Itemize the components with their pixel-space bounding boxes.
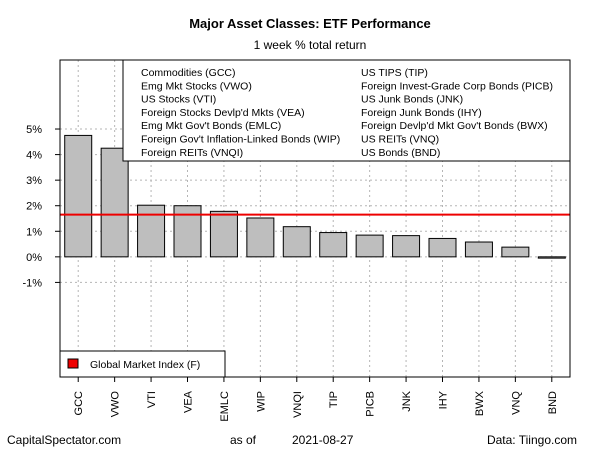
y-tick-label: 0%: [26, 252, 42, 264]
bar-bwx: [464, 241, 493, 258]
x-tick-label: VNQ: [510, 391, 522, 415]
x-tick-label: TIP: [328, 391, 340, 408]
chart-subtitle: 1 week % total return: [254, 38, 367, 52]
bar-emlc: [209, 210, 238, 258]
legend-entry: US Junk Bonds (JNK): [361, 94, 463, 106]
x-axis: GCC VWO VTI VEA EMLC WIP VNQI TIP PICB JNK IHY BWX V…: [73, 377, 559, 422]
reference-legend-box: [59, 350, 226, 378]
x-tick-label: JNK: [401, 390, 413, 411]
footer-date: 2021-08-27: [292, 433, 354, 447]
footer-date-prefix: as of: [230, 433, 257, 447]
legend-box: [122, 59, 571, 162]
legend-entry: US REITs (VNQ): [361, 134, 439, 146]
legend-entry: Emg Mkt Stocks (VWO): [141, 80, 252, 92]
y-tick-label: 2%: [26, 201, 42, 213]
reference-legend-label: Global Market Index (F): [90, 359, 200, 371]
bar-vnqi: [282, 226, 311, 258]
legend-entry: US TIPS (TIP): [361, 67, 428, 79]
y-tick-label: 5%: [26, 124, 42, 136]
legend-entry: Foreign Invest-Grade Corp Bonds (PICB): [361, 80, 553, 92]
y-axis: -1% 0% 1% 2% 3% 4% 5%: [22, 124, 60, 289]
chart-title: Major Asset Classes: ETF Performance: [189, 16, 431, 31]
x-tick-label: VTI: [146, 391, 158, 408]
legend-entry: Foreign REITs (VNQI): [141, 147, 243, 159]
bar-vnq: [501, 246, 530, 258]
bar-vti: [137, 204, 166, 258]
y-tick-label: 3%: [26, 175, 42, 187]
x-tick-label: IHY: [438, 390, 450, 409]
bar-gcc: [64, 134, 93, 258]
reference-legend-swatch: [67, 358, 79, 369]
bars: [64, 134, 566, 259]
y-tick-label: 4%: [26, 150, 42, 162]
x-tick-label: BND: [547, 391, 559, 414]
x-tick-label: BWX: [474, 390, 486, 416]
bar-tip: [319, 232, 348, 258]
bar-vwo: [100, 147, 129, 258]
x-tick-label: WIP: [255, 391, 267, 412]
legend-entry: US Stocks (VTI): [141, 94, 216, 106]
x-tick-label: GCC: [73, 391, 85, 416]
bar-vea: [173, 205, 202, 258]
y-tick-label: 1%: [26, 226, 42, 238]
bar-picb: [355, 234, 384, 258]
y-tick-label: -1%: [22, 277, 42, 289]
reference-line-layer: Global Market Index (F): [59, 213, 570, 378]
legend-entry: Foreign Junk Bonds (IHY): [361, 107, 482, 119]
x-tick-label: VEA: [183, 390, 195, 413]
legend-entry: Foreign Stocks Devlp'd Mkts (VEA): [141, 107, 305, 119]
legend: Commodities (GCC)Emg Mkt Stocks (VWO) US …: [122, 59, 571, 162]
legend-entry: Emg Mkt Gov't Bonds (EMLC): [141, 120, 281, 132]
x-tick-label: VWO: [110, 391, 122, 418]
footer-source-left: CapitalSpectator.com: [7, 433, 121, 447]
legend-entry: Commodities (GCC): [141, 67, 236, 79]
legend-entry: US Bonds (BND): [361, 147, 440, 159]
bar-bnd: [537, 256, 566, 259]
legend-entry: Foreign Devlp'd Mkt Gov't Bonds (BWX): [361, 120, 548, 132]
bar-jnk: [392, 235, 421, 258]
bar-wip: [246, 217, 275, 258]
plot-frame: [59, 59, 571, 378]
x-tick-label: PICB: [365, 391, 377, 417]
x-tick-label: EMLC: [219, 391, 231, 422]
x-tick-label: VNQI: [292, 391, 304, 418]
bar-ihy: [428, 237, 457, 258]
footer-source-right: Data: Tiingo.com: [487, 433, 577, 447]
legend-entry: Foreign Gov't Inflation-Linked Bonds (WI…: [141, 134, 340, 146]
